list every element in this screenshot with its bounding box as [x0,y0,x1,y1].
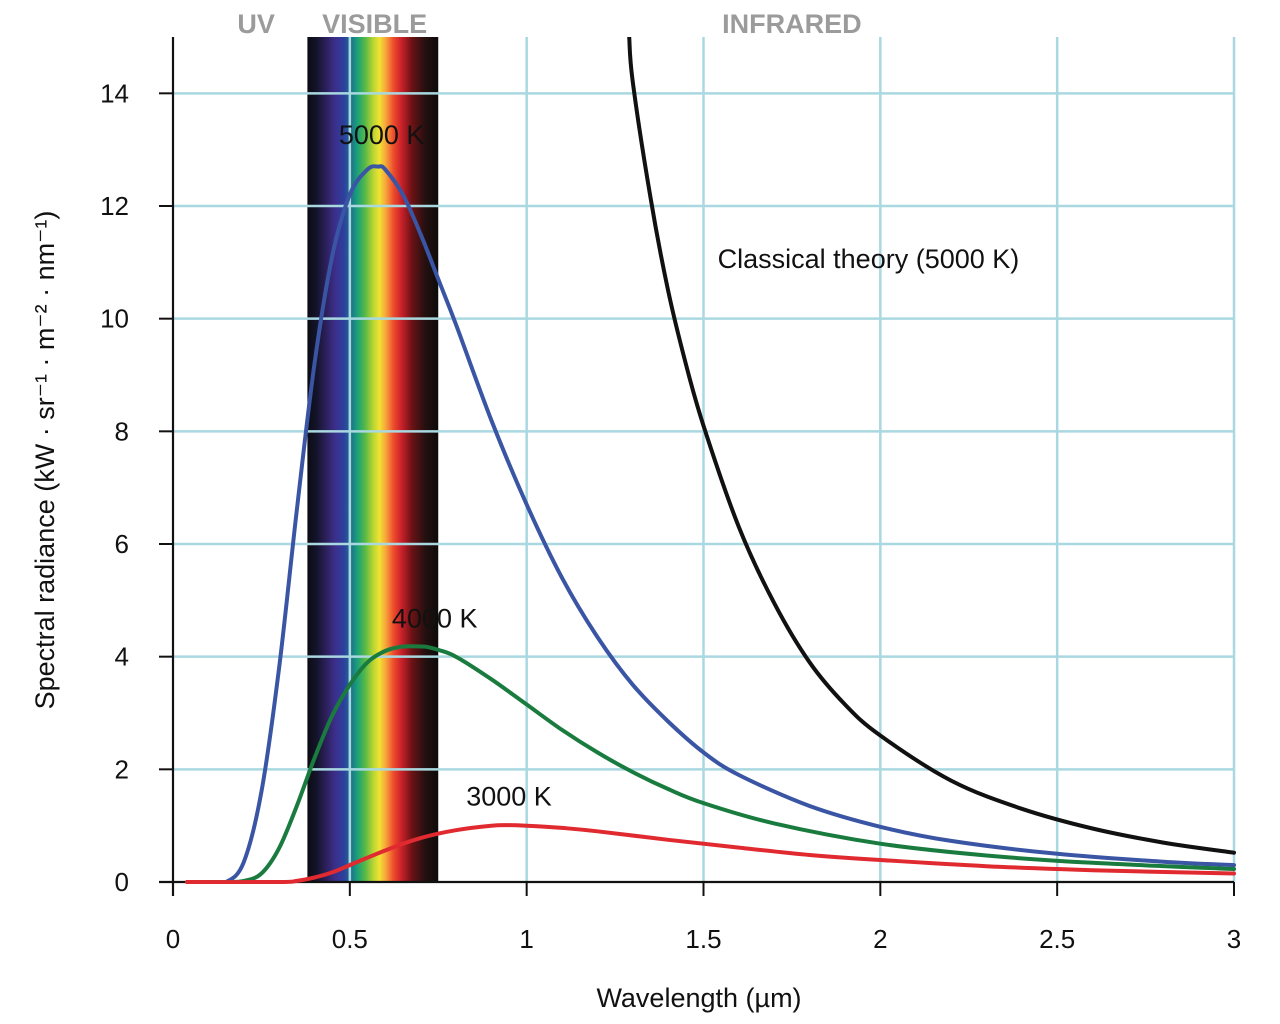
tick-marks [159,92,1235,896]
x-tick-label: 1 [519,924,533,954]
series-lines [185,37,1236,884]
tick-labels: 0 0.5 1 1.5 2 2.5 3 0 2 4 6 8 10 12 14 [100,78,1241,954]
visible-spectrum-band [307,37,439,882]
x-tick-label: 3 [1227,924,1241,954]
region-labels: UV VISIBLE INFRARED [237,9,861,39]
region-label-uv: UV [237,9,275,39]
x-tick-label: 0.5 [332,924,368,954]
series-line-5000-k [185,164,1236,884]
x-tick-label: 2 [873,924,887,954]
y-tick-label: 6 [115,529,129,559]
series-label-4000-k: 4000 K [392,603,478,633]
y-tick-label: 2 [115,754,129,784]
y-axis-title: Spectral radiance (kW · sr⁻¹ · m⁻² · nm⁻… [30,211,60,710]
series-label-classical-theory-5000-k: Classical theory (5000 K) [718,244,1020,274]
x-axis-title: Wavelength (µm) [596,983,801,1013]
y-tick-label: 4 [115,642,129,672]
series-line-3000-k [185,823,1236,884]
y-tick-label: 8 [115,416,129,446]
series-label-5000-k: 5000 K [339,120,425,150]
y-tick-label: 14 [100,78,129,108]
series-label-3000-k: 3000 K [466,781,552,811]
series-line-classical-theory-5000-k [627,37,1236,855]
x-tick-label: 1.5 [685,924,721,954]
region-label-infrared: INFRARED [722,9,862,39]
region-label-visible: VISIBLE [322,9,427,39]
x-tick-label: 0 [166,924,180,954]
y-tick-label: 0 [115,867,129,897]
y-tick-label: 12 [100,191,129,221]
series-line-4000-k [185,644,1236,884]
series-labels: 5000 K 4000 K 3000 K Classical theory (5000… [339,120,1019,811]
x-tick-label: 2.5 [1039,924,1075,954]
axes [159,37,1234,896]
gridlines [173,37,1236,882]
y-tick-label: 10 [100,304,129,334]
